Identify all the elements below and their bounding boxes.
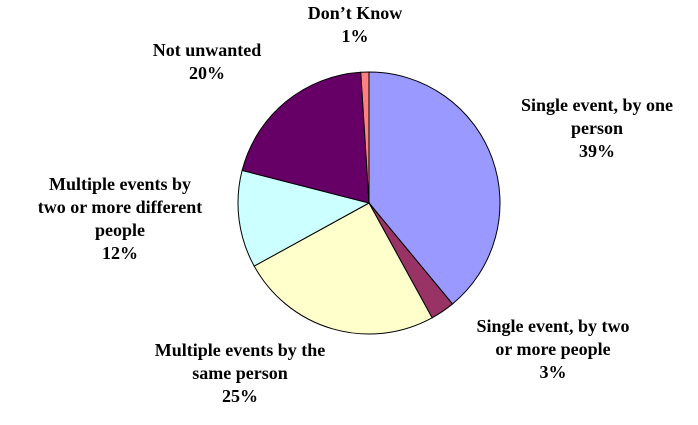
slice-percent-2: 25%: [222, 386, 258, 406]
slice-label-line: Single event, by one: [521, 95, 673, 115]
slice-label-4: Not unwanted 20%: [153, 40, 262, 83]
slice-label-5: Don’t Know 1%: [308, 3, 403, 46]
slice-label-2: Multiple events by the same person 25%: [155, 340, 326, 406]
pie-slice-4: [241, 71, 370, 204]
slice-label-3: Multiple events by two or more different p…: [38, 174, 202, 263]
slice-label-line: or more people: [495, 339, 610, 359]
slice-label-0: Single event, by one person 39%: [521, 95, 673, 161]
slice-label-1: Single event, by two or more people 3%: [477, 316, 630, 382]
slice-percent-5: 1%: [342, 26, 369, 46]
slice-label-line: Multiple events by the: [155, 340, 326, 360]
pie-labels: Single event, by one person 39%Single even…: [38, 3, 673, 406]
pie-slice-3: [237, 169, 371, 267]
pie-slice-2: [253, 202, 433, 335]
pie-slice-0: [368, 71, 501, 305]
pie-slice-5: [360, 71, 370, 204]
slice-label-line: same person: [192, 363, 288, 383]
slice-percent-1: 3%: [540, 362, 567, 382]
slice-label-line: Single event, by two: [477, 316, 630, 336]
slice-label-line: Don’t Know: [308, 3, 403, 23]
slice-percent-0: 39%: [579, 141, 615, 161]
slice-percent-3: 12%: [102, 243, 138, 263]
slice-label-line: people: [95, 220, 145, 240]
slice-label-line: two or more different: [38, 197, 202, 217]
slice-percent-4: 20%: [189, 63, 225, 83]
slice-label-line: Not unwanted: [153, 40, 262, 60]
slice-label-line: person: [571, 118, 623, 138]
slice-label-line: Multiple events by: [49, 174, 191, 194]
pie-slices: [237, 71, 501, 335]
